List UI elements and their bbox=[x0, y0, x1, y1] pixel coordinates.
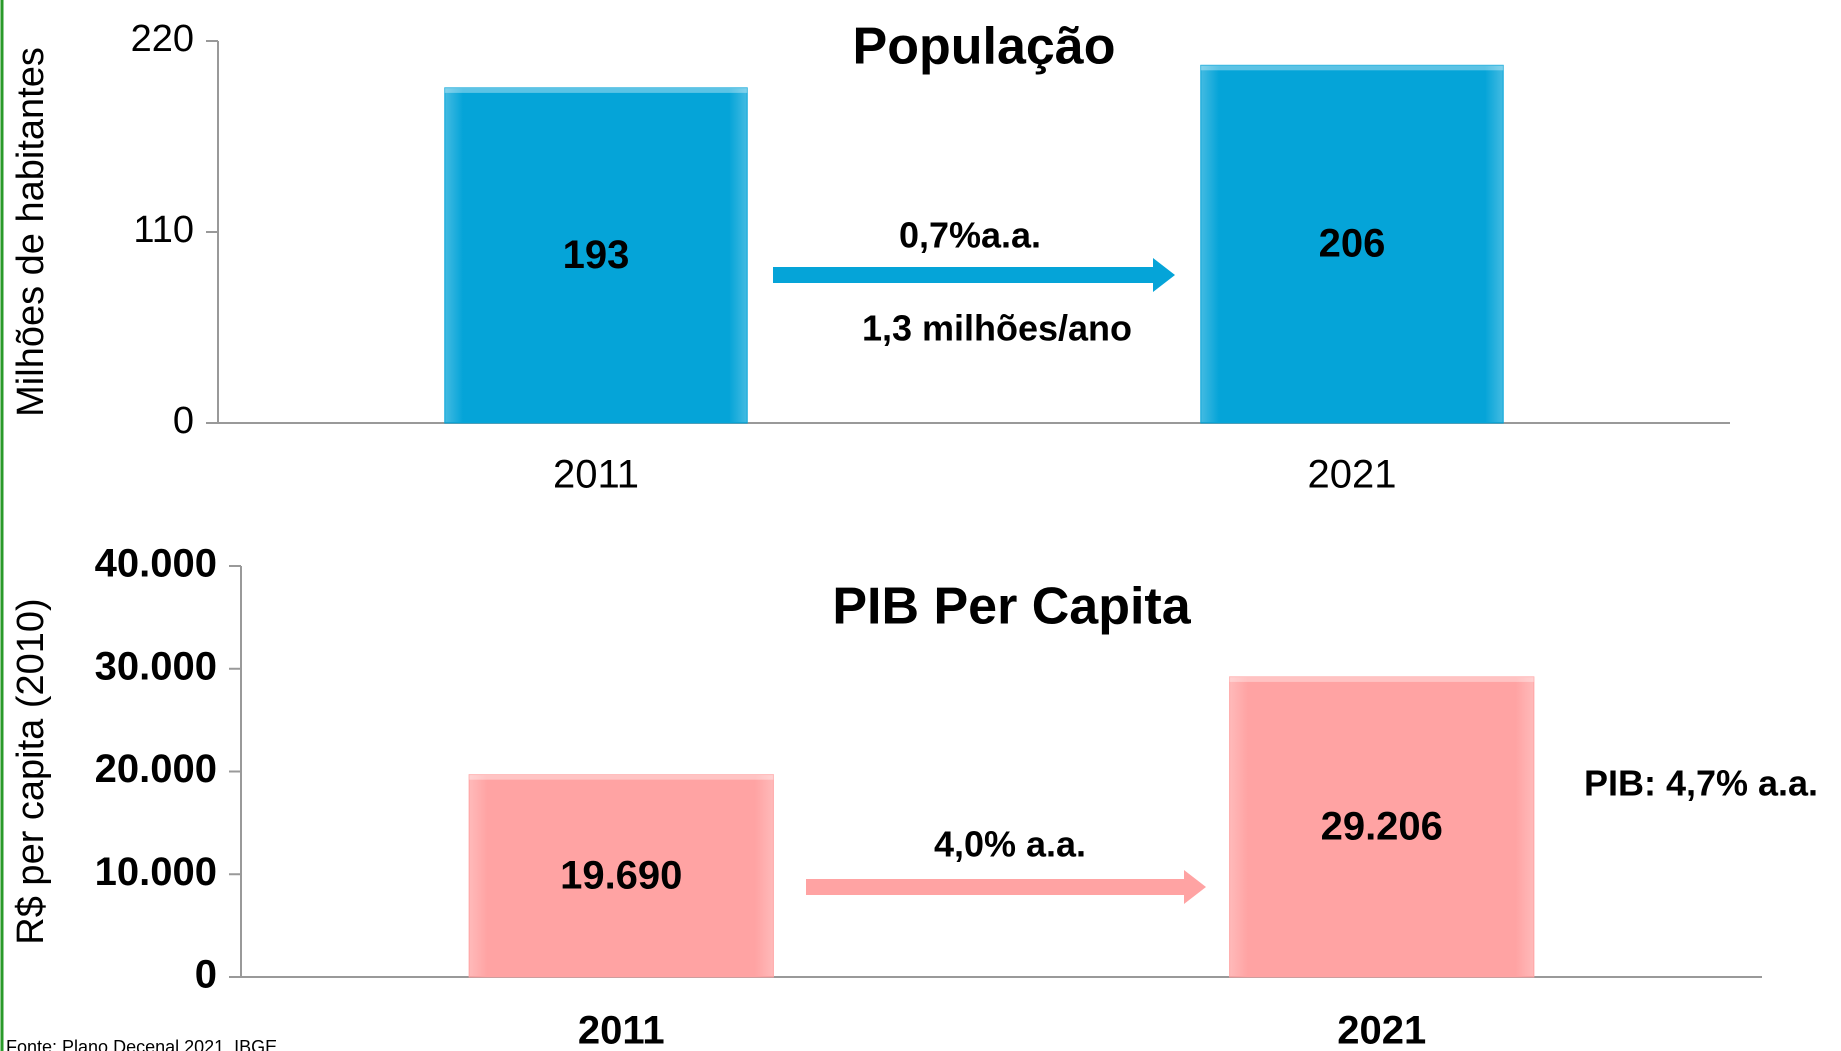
y-axis-label: Milhões de habitantes bbox=[10, 47, 52, 417]
bar bbox=[1200, 64, 1504, 424]
value-label: 206 bbox=[1319, 222, 1386, 266]
annotation: 4,0% a.a. bbox=[934, 824, 1086, 865]
x-tick-label: 2021 bbox=[1337, 1009, 1426, 1051]
annotation: 1,3 milhões/ano bbox=[862, 308, 1132, 349]
y-tick-label: 0 bbox=[195, 953, 217, 997]
y-tick-label: 220 bbox=[131, 18, 194, 60]
chart-title: PIB Per Capita bbox=[832, 578, 1191, 636]
y-tick-label: 10.000 bbox=[95, 850, 217, 894]
y-tick-label: 110 bbox=[133, 209, 194, 251]
bar-top-edge bbox=[1229, 676, 1534, 682]
annotation: 0,7%a.a. bbox=[899, 215, 1041, 256]
x-tick-label: 2011 bbox=[553, 453, 639, 497]
annotation: PIB: 4,7% a.a. bbox=[1584, 763, 1818, 804]
bar bbox=[468, 774, 774, 978]
bar-top-edge bbox=[469, 774, 774, 780]
x-tick-label: 2021 bbox=[1308, 453, 1397, 497]
y-tick-label: 0 bbox=[173, 400, 194, 442]
x-tick-label: 2011 bbox=[578, 1009, 665, 1051]
value-label: 19.690 bbox=[560, 853, 682, 897]
y-tick-label: 30.000 bbox=[95, 644, 217, 688]
footer: Fonte: Plano Decenal 2021, IBGE bbox=[6, 1037, 277, 1051]
y-tick-label: 20.000 bbox=[95, 747, 217, 791]
bar-top-edge bbox=[1200, 65, 1504, 71]
value-label: 193 bbox=[563, 233, 630, 277]
bar bbox=[444, 87, 748, 424]
value-label: 29.206 bbox=[1321, 805, 1443, 849]
arrow-head bbox=[1184, 870, 1206, 904]
chart-title: População bbox=[853, 18, 1116, 76]
arrow-head bbox=[1153, 258, 1175, 292]
y-axis-label: R$ per capita (2010) bbox=[10, 598, 52, 944]
y-tick-label: 40.000 bbox=[95, 542, 217, 586]
bar bbox=[1229, 676, 1535, 978]
bar-top-edge bbox=[444, 87, 748, 93]
